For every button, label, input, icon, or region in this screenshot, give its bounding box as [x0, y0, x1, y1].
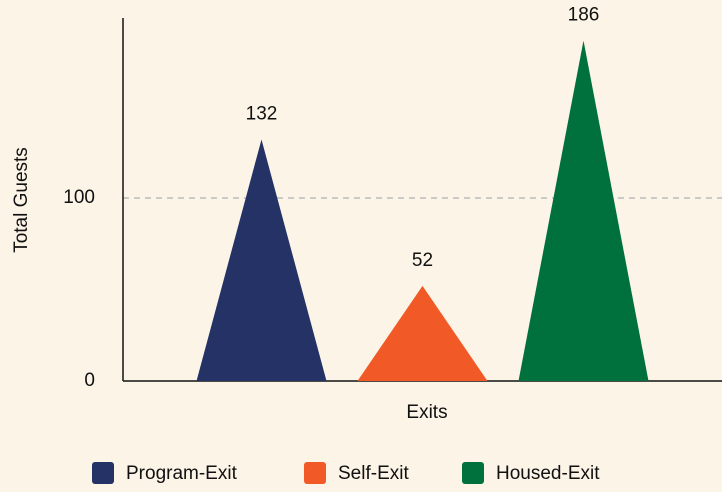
- data-label: 52: [412, 250, 433, 271]
- x-axis-label: Exits: [406, 402, 447, 423]
- legend-label: Program-Exit: [126, 463, 238, 484]
- bar: [518, 40, 649, 382]
- legend-swatch: [304, 462, 326, 484]
- legend-swatch: [462, 462, 484, 484]
- data-label: 132: [246, 103, 278, 124]
- y-tick-label: 100: [63, 187, 95, 208]
- data-label: 186: [568, 5, 600, 26]
- bar: [357, 285, 488, 381]
- y-tick-label: 0: [84, 370, 95, 391]
- legend-label: Self-Exit: [338, 463, 409, 484]
- y-axis-label: Total Guests: [11, 147, 32, 253]
- bar: [196, 139, 327, 381]
- legend-swatch: [92, 462, 114, 484]
- legend-label: Housed-Exit: [496, 463, 600, 484]
